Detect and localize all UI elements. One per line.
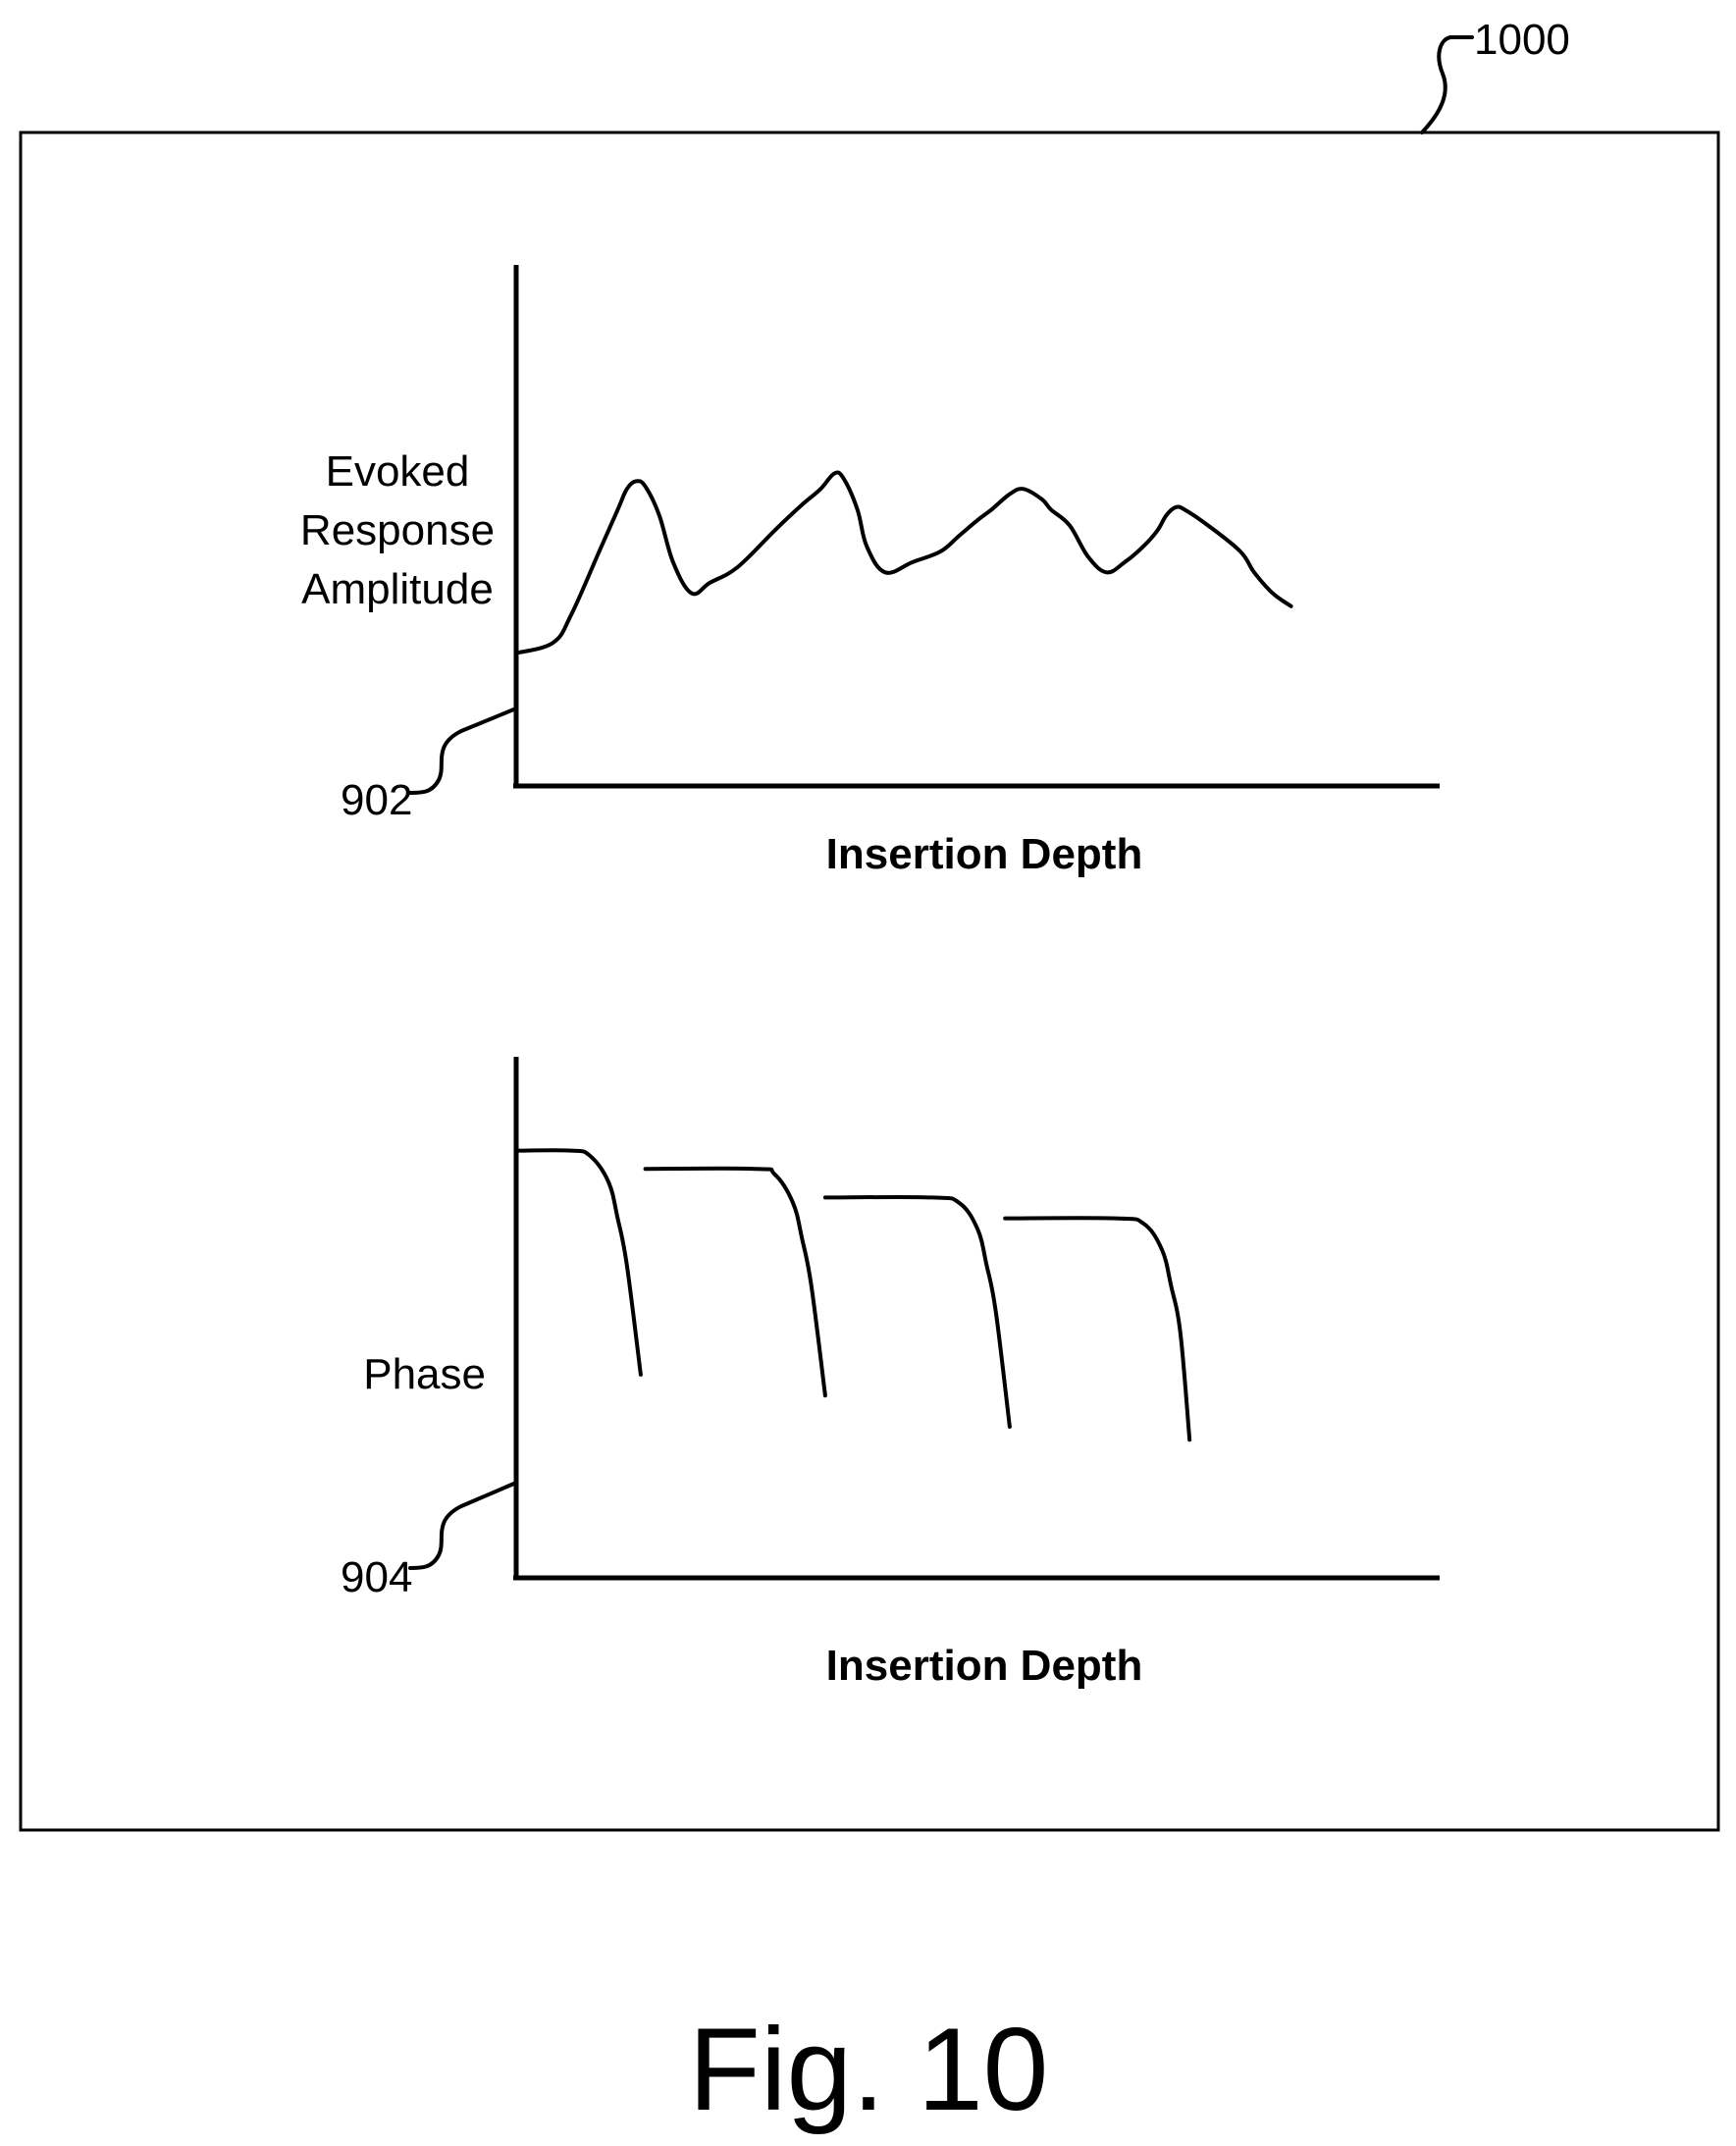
amplitude-chart: Evoked Response Amplitude Insertion Dept… xyxy=(300,265,1440,878)
y-axis-label-line-3: Amplitude xyxy=(301,565,494,613)
ref-904-leader xyxy=(408,1481,518,1570)
phase-chart: Phase Insertion Depth 904 xyxy=(341,1057,1440,1690)
x-axis-label: Insertion Depth xyxy=(826,830,1143,878)
figure-caption: Fig. 10 xyxy=(689,2004,1049,2135)
ref-902-leader xyxy=(408,707,518,795)
ref-1000-label: 1000 xyxy=(1474,16,1570,64)
ref-1000-leader xyxy=(1420,35,1474,134)
x-axis-label: Insertion Depth xyxy=(826,1642,1143,1690)
ref-904-label: 904 xyxy=(341,1553,412,1601)
series-line-3 xyxy=(822,1194,1012,1429)
y-axis-label-line-1: Evoked xyxy=(326,447,470,496)
figure-frame xyxy=(19,131,1720,1832)
series-line-2 xyxy=(643,1166,827,1398)
series-line-1 xyxy=(514,470,1293,655)
series-line-4 xyxy=(1003,1216,1192,1442)
phase-series-group xyxy=(514,1148,1192,1442)
series-line-1 xyxy=(514,1148,643,1377)
y-axis-label-line-2: Response xyxy=(300,506,495,554)
y-axis-label: Phase xyxy=(363,1350,486,1398)
ref-902-label: 902 xyxy=(341,776,412,824)
amplitude-series-group xyxy=(514,470,1293,655)
